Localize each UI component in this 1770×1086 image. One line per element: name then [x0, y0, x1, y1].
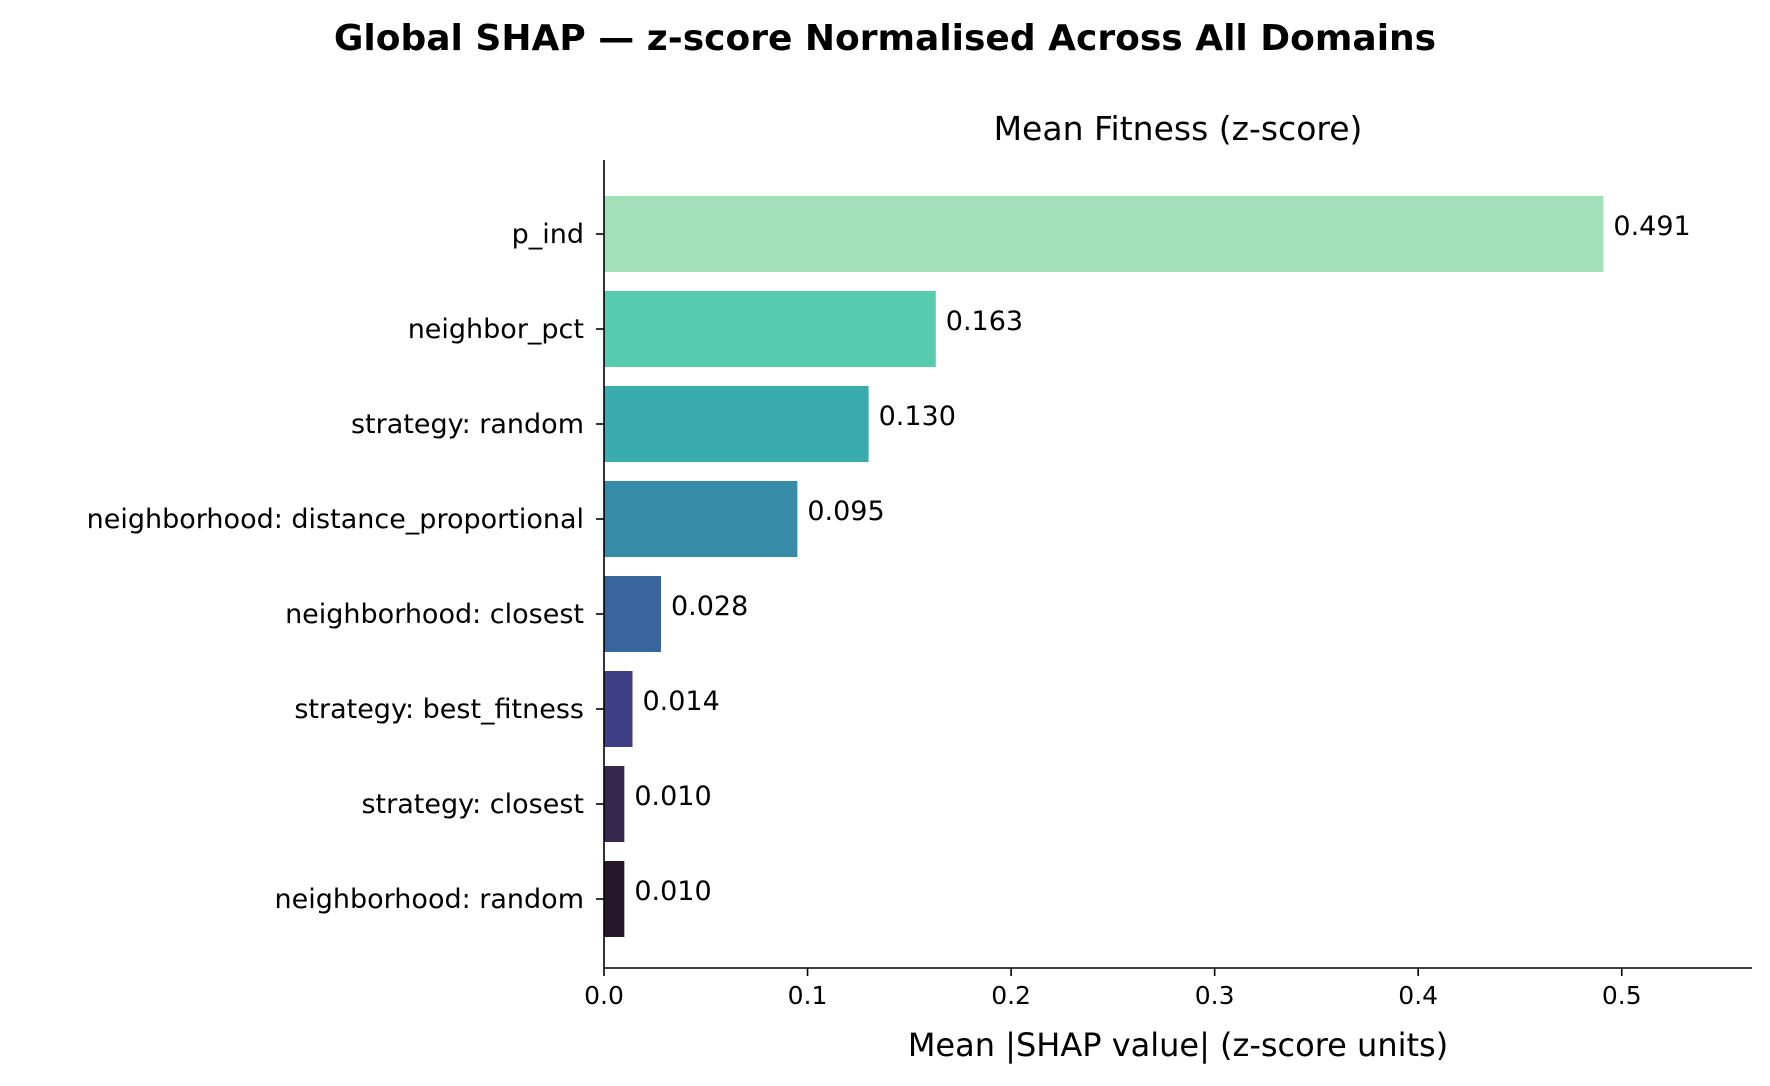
- bar-2: [604, 291, 936, 367]
- value-label-4: 0.095: [807, 496, 884, 527]
- category-label-1: p_ind: [512, 219, 584, 250]
- x-tick-label-2: 0.1: [788, 981, 828, 1010]
- category-label-6: strategy: best_fitness: [294, 694, 584, 725]
- ticks-layer: [596, 233, 1623, 976]
- bar-6: [604, 671, 633, 747]
- value-label-3: 0.130: [879, 401, 956, 432]
- chart-suptitle: Global SHAP — z-score Normalised Across …: [334, 18, 1436, 59]
- x-tick-label-3: 0.2: [991, 981, 1031, 1010]
- x-axis-label: Mean |SHAP value| (z-score units): [908, 1026, 1448, 1064]
- category-label-5: neighborhood: closest: [285, 599, 584, 630]
- value-label-8: 0.010: [634, 876, 711, 907]
- category-label-7: strategy: closest: [361, 789, 584, 820]
- value-label-1: 0.491: [1613, 211, 1690, 242]
- bar-8: [604, 861, 625, 937]
- x-tick-label-5: 0.4: [1398, 981, 1438, 1010]
- bars-layer: [604, 196, 1604, 937]
- category-label-8: neighborhood: random: [275, 884, 584, 915]
- labels-layer: p_ind 0.491 neighbor_pct 0.163 strategy: ran…: [87, 211, 1691, 1010]
- category-label-4: neighborhood: distance_proportional: [87, 504, 584, 535]
- bar-7: [604, 766, 625, 842]
- value-label-2: 0.163: [946, 306, 1023, 337]
- x-tick-label-4: 0.3: [1195, 981, 1235, 1010]
- value-label-5: 0.028: [671, 591, 748, 622]
- value-label-7: 0.010: [634, 781, 711, 812]
- chart-title: Mean Fitness (z-score): [994, 109, 1363, 148]
- x-tick-label-1: 0.0: [584, 981, 624, 1010]
- x-tick-label-6: 0.5: [1602, 981, 1642, 1010]
- category-label-3: strategy: random: [351, 409, 584, 440]
- value-label-6: 0.014: [642, 686, 719, 717]
- category-label-2: neighbor_pct: [408, 314, 584, 345]
- bar-4: [604, 481, 798, 557]
- axes-layer: [603, 160, 1752, 969]
- bar-3: [604, 386, 869, 462]
- bar-5: [604, 576, 661, 652]
- bar-1: [604, 196, 1604, 272]
